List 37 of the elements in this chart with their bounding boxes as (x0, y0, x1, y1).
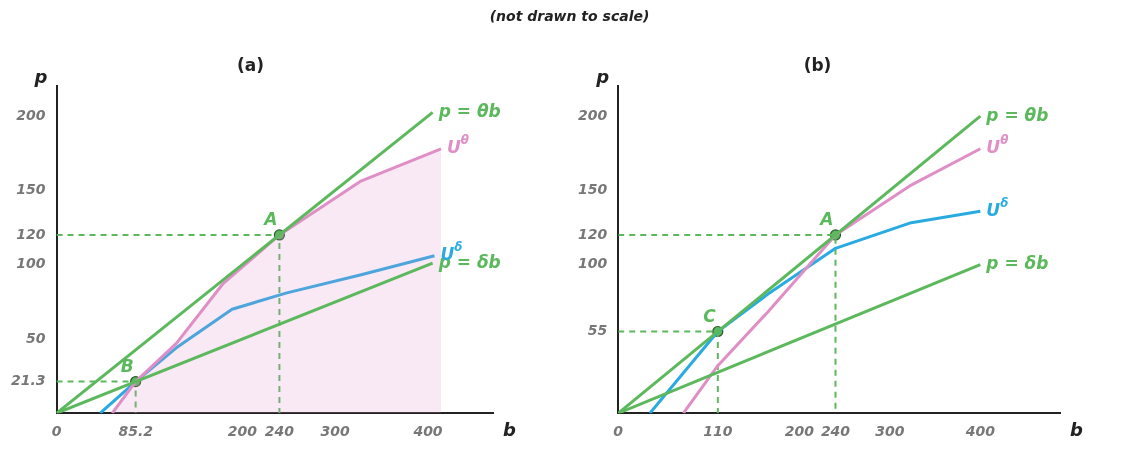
series-label: p = δb (985, 253, 1049, 274)
y-tick-label: 100 (16, 255, 46, 272)
annotation: A (818, 209, 834, 230)
x-tick-label: 110 (703, 423, 733, 440)
series-label: p = θb (985, 104, 1049, 125)
x-tick-label: 400 (412, 423, 443, 440)
y-tick-label: 21.3 (11, 372, 46, 389)
x-tick-label: 200 (784, 423, 815, 440)
x-axis-title: b (1070, 418, 1083, 440)
text: (not drawn to scale) (488, 8, 651, 24)
y-tick-label: 200 (577, 106, 608, 123)
y-tick-label: 100 (577, 255, 608, 272)
x-tick-label: 0 (51, 423, 62, 440)
x-tick-label: 85.2 (118, 423, 153, 440)
x-tick-label: 200 (227, 423, 258, 440)
y-tick-label: 200 (16, 106, 46, 123)
y-tick-label: 150 (16, 181, 46, 198)
y-tick-label: 50 (26, 329, 46, 346)
y-axis-title: p (33, 66, 48, 88)
y-tick-label: 55 (587, 322, 608, 339)
chart-title: (b) (803, 54, 832, 75)
annotation: C (703, 305, 717, 326)
x-tick-label: 240 (264, 423, 295, 440)
annotation: A (262, 209, 278, 230)
y-axis-title: p (595, 66, 610, 88)
x-tick-label: 300 (875, 423, 905, 440)
y-tick-label: 120 (577, 225, 608, 242)
x-tick-label: 300 (320, 423, 350, 440)
y-tick-label: 150 (577, 181, 608, 198)
x-tick-label: 0 (613, 423, 624, 440)
x-axis-title: b (503, 418, 516, 440)
y-tick-label: 120 (16, 225, 46, 242)
series-label: p = θb (437, 100, 501, 121)
annotation: B (120, 355, 134, 376)
x-tick-label: 400 (964, 423, 996, 440)
chart-title: (a) (236, 54, 265, 75)
x-tick-label: 240 (820, 423, 851, 440)
